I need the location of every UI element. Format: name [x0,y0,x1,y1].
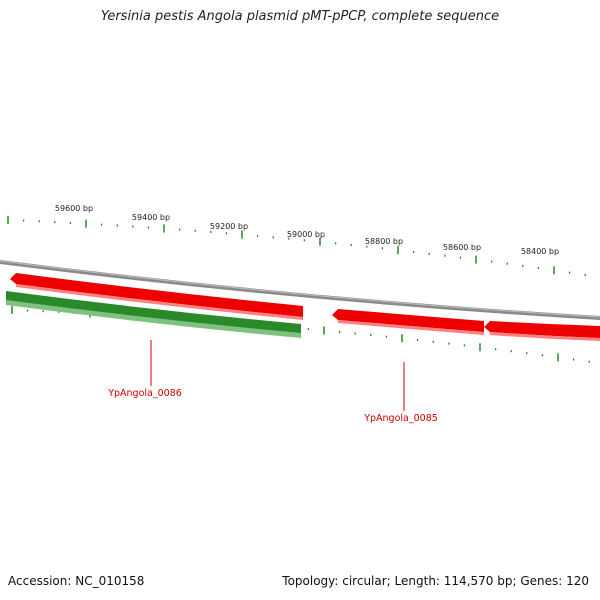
gene-label-YpAngola_0085[interactable]: YpAngola_0085 [363,413,438,424]
map-title: Yersinia pestis Angola plasmid pMT-pPCP,… [100,9,500,24]
outer-tick-row [7,216,586,276]
gene-label-YpAngola_0086[interactable]: YpAngola_0086 [107,388,182,399]
ruler-label-58400: 58400 bp [521,247,559,256]
ruler-label-59200: 59200 bp [210,222,248,231]
gene-YpAngola_0086[interactable] [6,291,301,338]
gene-YpAngola_0086-forward[interactable] [10,273,303,320]
ruler-label-59000: 59000 bp [287,230,325,239]
ruler-label-58600: 58600 bp [443,243,481,252]
genome-summary: Topology: circular; Length: 114,570 bp; … [282,574,589,588]
gene-forward-right[interactable] [484,321,600,341]
ruler-label-59400: 59400 bp [132,213,170,222]
gene-YpAngola_0085[interactable] [332,309,484,335]
accession-label: Accession: NC_010158 [8,574,145,588]
ruler-label-58800: 58800 bp [365,237,403,246]
ruler-label-59600: 59600 bp [55,204,93,213]
plasmid-backbone [0,260,600,320]
